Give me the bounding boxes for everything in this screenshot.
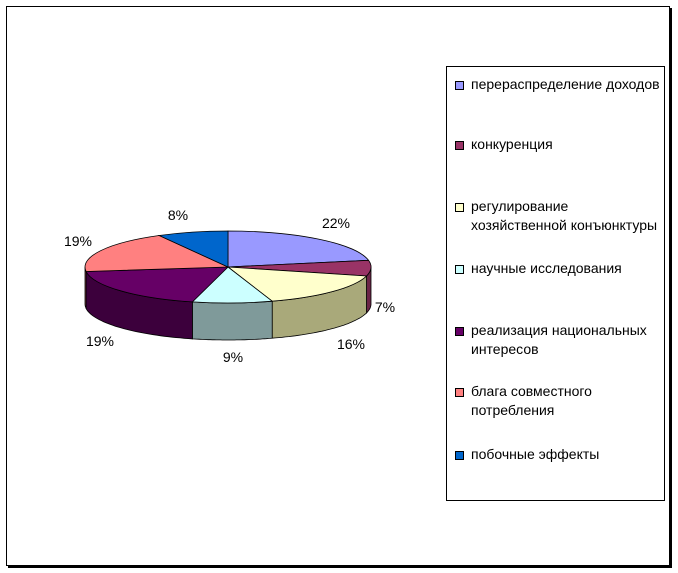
pie-data-label-6: 8% xyxy=(168,207,188,223)
pie-data-label-3: 9% xyxy=(223,349,243,365)
pie-side-5 xyxy=(84,267,87,309)
pie-slice-0 xyxy=(227,230,370,268)
legend-item-redistribution: перераспределение доходов xyxy=(455,75,660,94)
pie-data-label-5: 19% xyxy=(64,233,92,249)
legend-swatch xyxy=(455,81,464,90)
legend-label: научные исследования xyxy=(471,260,622,276)
pie-data-label-1: 7% xyxy=(375,299,395,315)
pie-data-label-2: 16% xyxy=(337,336,365,352)
pie-slice-3 xyxy=(191,266,274,304)
legend-item-regulation: регулирование хозяйственной конъюнктуры xyxy=(455,197,660,235)
pie-slice-6 xyxy=(157,230,229,268)
legend-item-national-interests: реализация национальных интересов xyxy=(455,321,660,359)
legend-item-public-goods: блага совместного потребления xyxy=(455,382,660,420)
legend-swatch xyxy=(455,451,464,460)
legend-label: конкуренция xyxy=(471,136,553,152)
pie-side-3 xyxy=(192,300,273,341)
pie-tops xyxy=(84,230,372,304)
legend-swatch xyxy=(455,265,464,274)
legend-label: перераспределение доходов xyxy=(471,76,660,92)
pie-slice-4 xyxy=(85,266,230,303)
legend-swatch xyxy=(455,141,464,150)
legend-swatch xyxy=(455,388,464,397)
legend-label: блага совместного потребления xyxy=(471,383,592,418)
legend-item-research: научные исследования xyxy=(455,259,660,278)
legend-swatch xyxy=(455,203,464,212)
legend-item-competition: конкуренция xyxy=(455,135,660,154)
legend-swatch xyxy=(455,327,464,336)
pie-slice-5 xyxy=(84,235,229,272)
legend-label: регулирование хозяйственной конъюнктуры xyxy=(471,198,658,233)
pie-slice-2 xyxy=(226,266,368,302)
pie-labels: 22% 7% 16% 9% 19% 19% 8% xyxy=(64,207,395,365)
pie-data-label-0: 22% xyxy=(322,215,350,231)
legend-item-side-effects: побочные эффекты xyxy=(455,445,660,464)
legend-label: реализация национальных интересов xyxy=(471,322,647,357)
legend: перераспределение доходов конкуренция ре… xyxy=(446,66,665,501)
pie-data-label-4: 19% xyxy=(86,333,114,349)
legend-label: побочные эффекты xyxy=(471,446,600,462)
